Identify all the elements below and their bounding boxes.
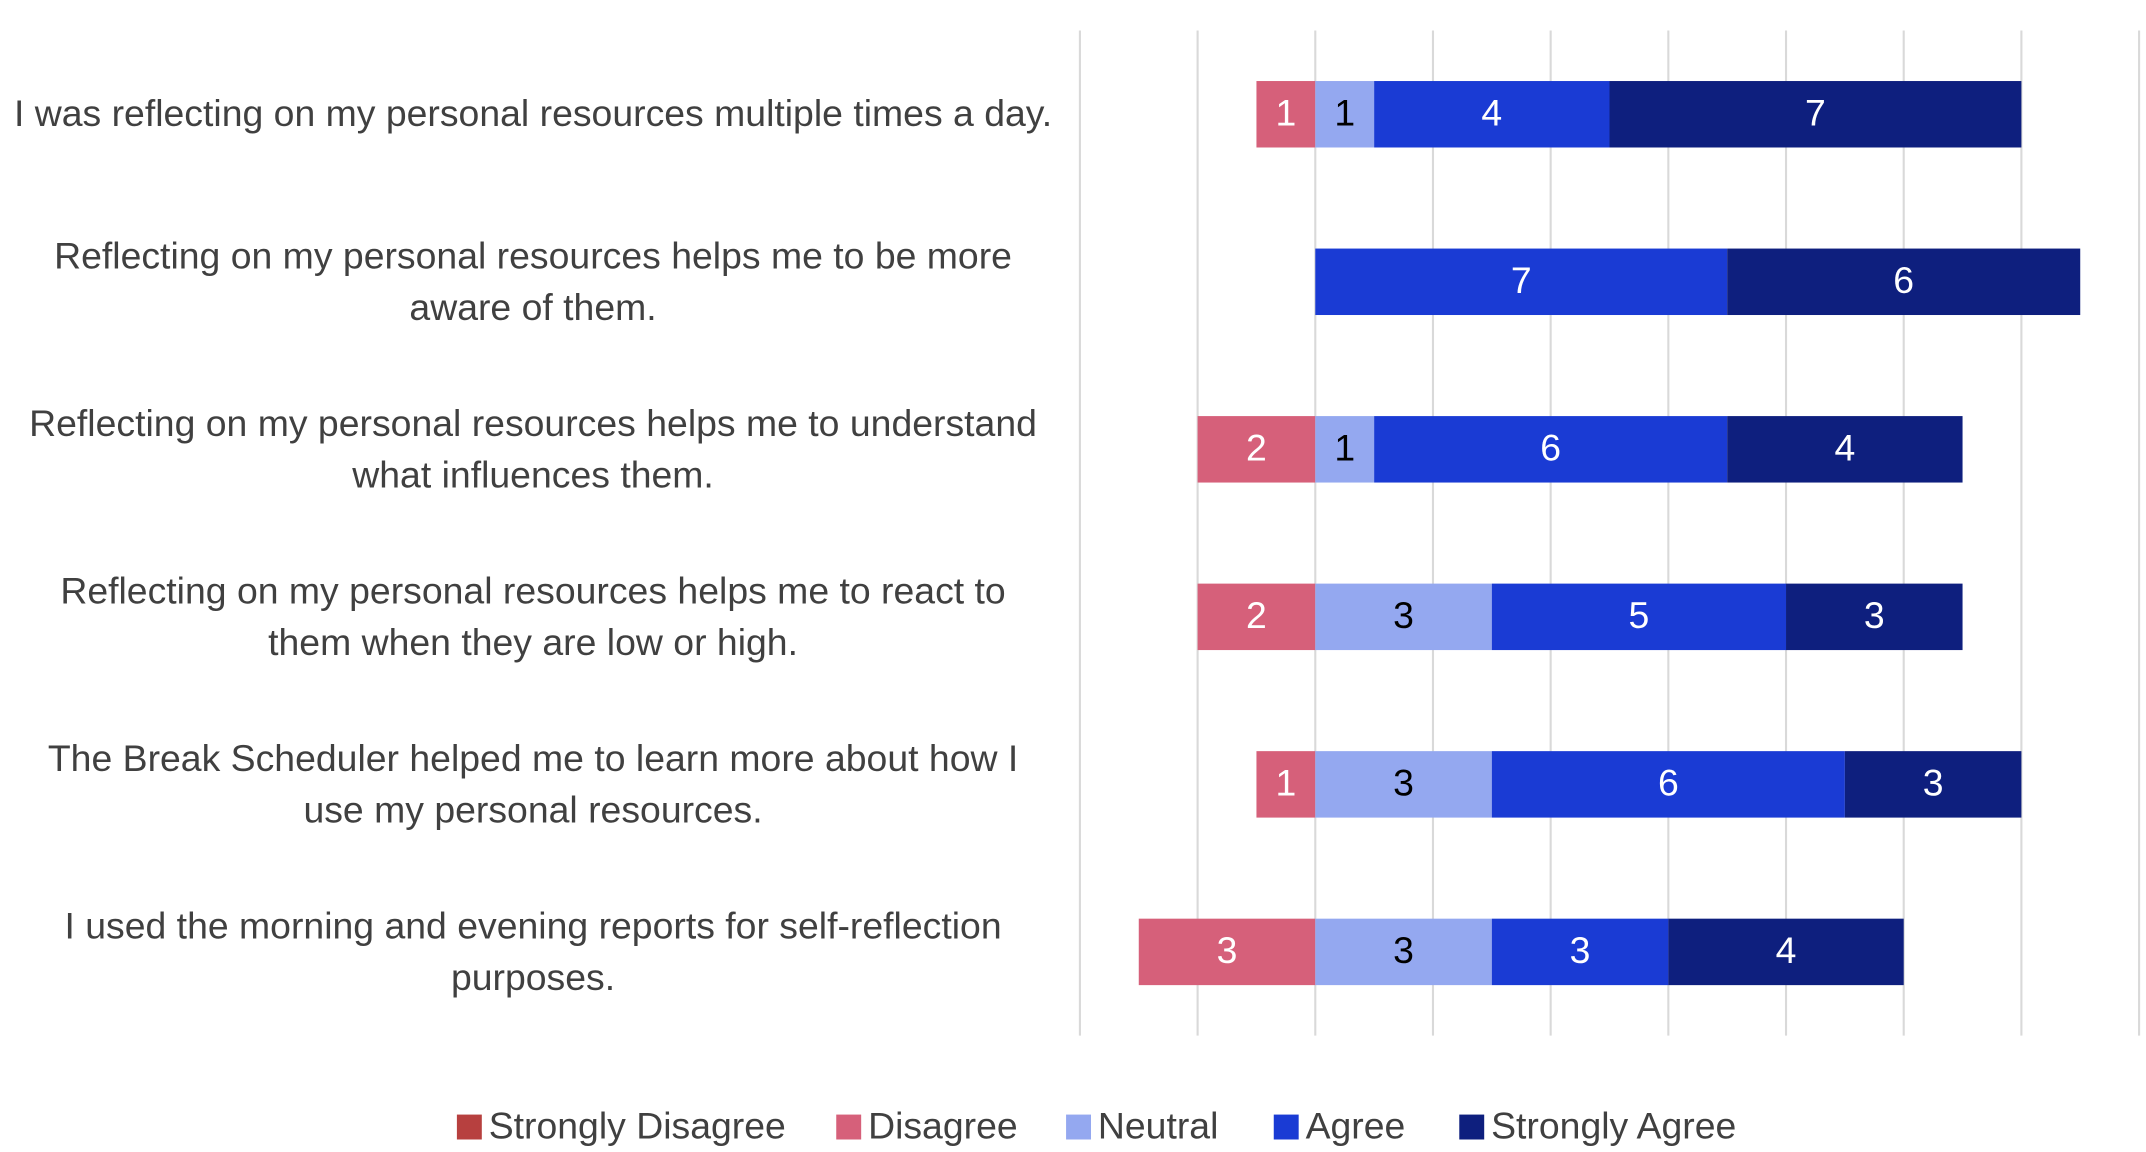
bar-segment xyxy=(1491,751,1845,818)
data-label: 3 xyxy=(1393,762,1414,804)
bar-segment xyxy=(1315,751,1492,818)
category-label-box: Reflecting on my personal resources help… xyxy=(60,570,1006,663)
data-label: 1 xyxy=(1275,762,1296,804)
data-label: 1 xyxy=(1334,92,1355,134)
bar-segment xyxy=(1374,416,1728,483)
legend-label: Agree xyxy=(1306,1104,1406,1146)
data-label: 3 xyxy=(1570,929,1591,971)
bar-segment xyxy=(1315,81,1375,148)
bar-segment xyxy=(1256,751,1316,818)
bar-segment xyxy=(1315,583,1492,651)
bar-segment xyxy=(1315,248,1728,316)
legend-swatch xyxy=(1459,1114,1485,1140)
data-label: 4 xyxy=(1834,427,1855,469)
data-label: 1 xyxy=(1334,427,1355,469)
data-label: 1 xyxy=(1275,92,1296,134)
category-label-box: Reflecting on my personal resources help… xyxy=(54,235,1012,328)
bar-segment xyxy=(1727,416,1963,483)
legend-label: Strongly Agree xyxy=(1491,1104,1736,1146)
bar-segment xyxy=(1374,81,1610,148)
data-label: 7 xyxy=(1805,92,1826,134)
data-label: 3 xyxy=(1393,929,1414,971)
bar-segment xyxy=(1844,751,2022,818)
category-label: Reflecting on my personal resources help… xyxy=(54,235,1012,328)
data-label: 3 xyxy=(1217,929,1238,971)
category-label-box: Reflecting on my personal resources help… xyxy=(29,403,1037,496)
bar-segment xyxy=(1256,81,1316,148)
bar-segment xyxy=(1609,81,2022,148)
data-label: 2 xyxy=(1246,427,1267,469)
data-label: 3 xyxy=(1923,762,1944,804)
bar-segment xyxy=(1315,416,1375,483)
bar-segment xyxy=(1727,248,2081,316)
bar-segment xyxy=(1315,918,1492,986)
data-label: 3 xyxy=(1393,594,1414,636)
legend-swatch xyxy=(1273,1114,1299,1140)
bar-segment xyxy=(1197,583,1316,651)
legend-label: Disagree xyxy=(868,1104,1018,1146)
category-label: I was reflecting on my personal resource… xyxy=(13,93,1053,135)
legend-swatch xyxy=(456,1114,482,1140)
category-label: Reflecting on my personal resources help… xyxy=(29,403,1037,496)
category-label-box: The Break Scheduler helped me to learn m… xyxy=(47,738,1019,831)
bar-segment xyxy=(1668,918,1904,986)
bar-segment xyxy=(1786,583,1963,651)
bar-segment xyxy=(1491,918,1669,986)
legend-label: Strongly Disagree xyxy=(489,1104,786,1146)
data-label: 6 xyxy=(1658,762,1679,804)
data-label: 7 xyxy=(1511,259,1532,301)
data-label: 5 xyxy=(1629,594,1650,636)
data-label: 4 xyxy=(1776,929,1797,971)
category-label: The Break Scheduler helped me to learn m… xyxy=(47,738,1019,831)
bar-segment xyxy=(1138,918,1316,986)
bar-segment xyxy=(1491,583,1787,651)
category-label-box: I was reflecting on my personal resource… xyxy=(13,93,1053,135)
data-label: 2 xyxy=(1246,594,1267,636)
legend-swatch xyxy=(836,1114,862,1140)
category-label: Reflecting on my personal resources help… xyxy=(60,570,1006,663)
data-label: 3 xyxy=(1864,594,1885,636)
bar-segment xyxy=(1197,416,1316,483)
data-label: 4 xyxy=(1481,92,1502,134)
data-label: 6 xyxy=(1893,259,1914,301)
category-label-box: I used the morning and evening reports f… xyxy=(64,905,1002,998)
category-label: I used the morning and evening reports f… xyxy=(64,905,1002,998)
legend-swatch xyxy=(1066,1114,1091,1140)
legend-label: Neutral xyxy=(1098,1104,1218,1146)
data-label: 6 xyxy=(1540,427,1561,469)
